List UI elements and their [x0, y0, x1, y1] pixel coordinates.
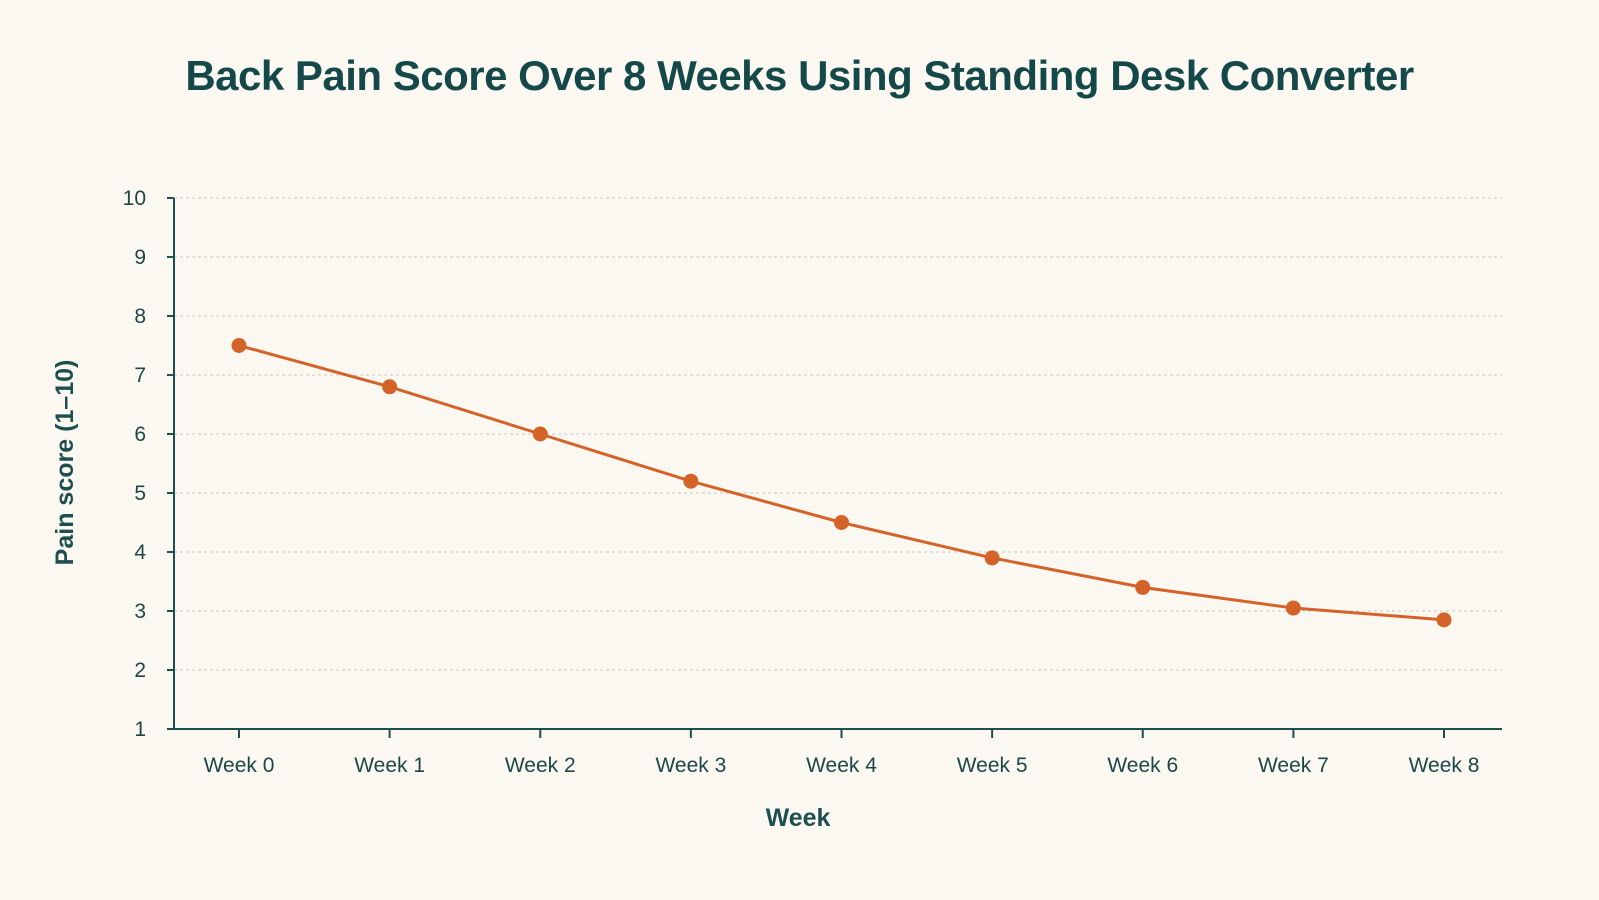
x-tick-label: Week 3 — [655, 754, 726, 777]
x-tick-label: Week 1 — [354, 754, 425, 777]
data-point — [532, 426, 548, 442]
y-tick-label: 4 — [134, 541, 146, 564]
x-tick-label: Week 6 — [1107, 754, 1178, 777]
y-tick-label: 10 — [123, 187, 146, 210]
chart-title: Back Pain Score Over 8 Weeks Using Stand… — [185, 52, 1414, 99]
y-tick-labels: 1 2 3 4 5 6 7 8 9 10 — [123, 187, 174, 741]
data-point — [984, 550, 1000, 566]
x-tick-label: Week 7 — [1258, 754, 1329, 777]
y-axis-label: Pain score (1–10) — [51, 360, 79, 566]
x-tick-label: Week 8 — [1409, 754, 1480, 777]
y-tick-label: 5 — [134, 482, 146, 505]
y-tick-label: 1 — [134, 718, 146, 741]
gridlines — [174, 197, 1502, 671]
series-line — [237, 344, 1446, 622]
data-point — [834, 515, 849, 530]
x-tick-label: Week 4 — [806, 754, 877, 777]
series-layer — [231, 338, 1452, 628]
x-tick-label: Week 2 — [505, 754, 576, 777]
y-tick-label: 6 — [134, 423, 146, 446]
x-tick-label: Week 0 — [204, 754, 275, 777]
y-tick-label: 2 — [134, 659, 146, 682]
data-point — [382, 379, 398, 395]
y-tick-label: 8 — [134, 305, 146, 328]
y-tick-label: 7 — [134, 364, 146, 387]
y-tick-label: 3 — [134, 600, 146, 623]
data-point — [683, 473, 699, 489]
x-tick-labels: Week 0 Week 1 Week 2 Week 3 Week 4 Week 5 Week… — [204, 729, 1480, 777]
y-tick-label: 9 — [134, 246, 146, 269]
data-point — [1436, 612, 1452, 628]
x-axis-label: Week — [766, 804, 831, 832]
axes — [173, 198, 1502, 730]
data-point — [231, 338, 247, 353]
data-point — [1135, 579, 1151, 595]
data-point — [1285, 600, 1301, 616]
x-tick-label: Week 5 — [957, 754, 1028, 777]
